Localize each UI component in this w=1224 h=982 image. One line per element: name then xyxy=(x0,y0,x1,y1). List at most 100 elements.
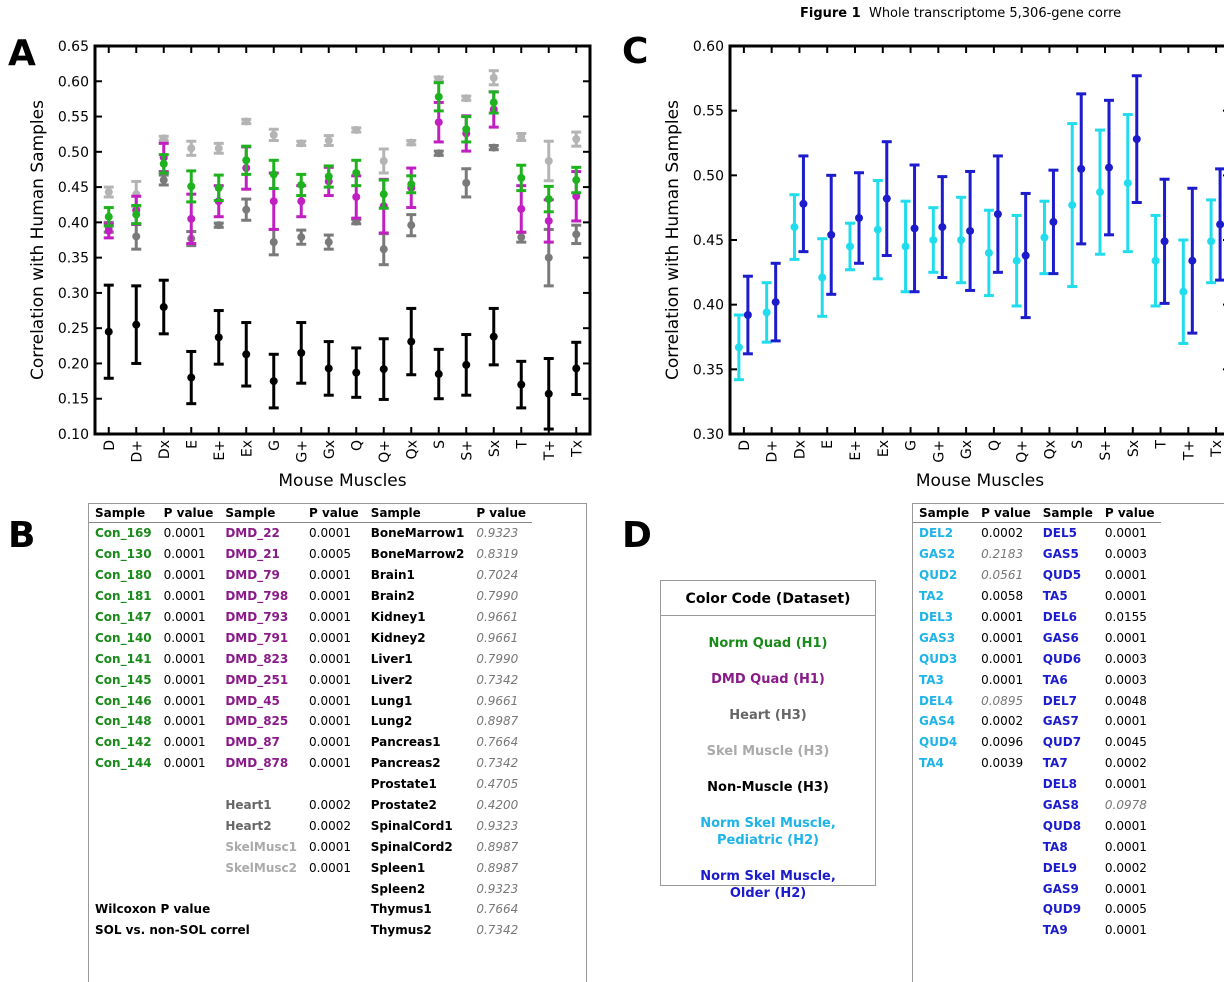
chart-a-ytick-label: 0.20 xyxy=(58,356,89,372)
table-b-row: Heart1 0.0002 Prostate2 0.4200 xyxy=(89,795,532,816)
table-b-cell: 0.7342 xyxy=(476,923,519,938)
table-b-header-cell: Sample xyxy=(364,504,471,523)
table-d-cell xyxy=(913,857,975,878)
chart-a-xtick-label: Tx xyxy=(569,440,585,458)
table-d-cell: QUD4 xyxy=(919,735,958,750)
table-b-cell: Lung1 xyxy=(370,693,413,708)
chart-a-ytick-label: 0.60 xyxy=(58,74,89,90)
table-b-header-cell: P value xyxy=(470,504,533,523)
chart-a-xtick-label: S xyxy=(432,440,448,449)
chart-a-ytick-label: 0.10 xyxy=(58,427,89,443)
chart-a-point xyxy=(544,216,553,225)
chart-c-point xyxy=(1096,188,1104,197)
chart-c-point xyxy=(818,273,827,282)
chart-c-point xyxy=(790,223,799,232)
chart-a-point xyxy=(572,135,581,144)
chart-c-point xyxy=(910,224,919,233)
table-b-cell xyxy=(89,774,158,795)
table-d-cell: GAS2 xyxy=(919,547,956,562)
panel-letter-a: A xyxy=(8,33,36,74)
chart-c-point xyxy=(771,298,780,307)
chart-a-ytick-label: 0.35 xyxy=(58,251,89,267)
table-d-cell: 0.0058 xyxy=(981,589,1024,604)
table-d-row: QUD4 0.0096 QUD7 0.0045 xyxy=(913,732,1161,753)
chart-a-xtick-label: E xyxy=(184,440,200,449)
table-d-cell: 0.0561 xyxy=(981,568,1024,583)
table-d-row: GAS8 0.0978 xyxy=(913,795,1161,816)
table-b-cell: DMD_823 xyxy=(225,651,289,666)
table-d-header-cell: Sample xyxy=(1036,504,1099,523)
table-b-cell: 0.9661 xyxy=(476,693,519,708)
table-d-cell: DEL8 xyxy=(1042,777,1077,792)
table-d-cell: GAS9 xyxy=(1042,881,1079,896)
table-b-cell: 0.0002 xyxy=(309,818,351,833)
table-b-row: Wilcoxon P value Thymus1 0.7664 xyxy=(89,899,532,920)
table-b-cell: BoneMarrow2 xyxy=(370,547,465,562)
chart-c-point xyxy=(734,343,743,352)
table-b-cell: Prostate1 xyxy=(370,777,437,792)
chart-c-xtick-label: Q xyxy=(987,440,1003,451)
table-b-cell: Thymus2 xyxy=(370,923,432,938)
table-d-cell: GAS6 xyxy=(1042,630,1079,645)
chart-a-point xyxy=(462,178,471,187)
table-d-cell xyxy=(975,836,1037,857)
table-d-cell xyxy=(913,815,975,836)
table-b-cell: 0.0001 xyxy=(309,610,351,624)
chart-a-point xyxy=(297,348,306,357)
table-d-cell: 0.0001 xyxy=(1104,881,1147,896)
chart-a-point xyxy=(104,226,113,235)
table-d-cell: TA5 xyxy=(1042,589,1068,604)
chart-c-point xyxy=(1049,217,1058,226)
table-d-cell: DEL4 xyxy=(919,693,954,708)
table-d-cell: QUD2 xyxy=(919,568,958,583)
chart-a-series-0 xyxy=(103,69,582,209)
table-b-cell: 0.0001 xyxy=(163,651,206,666)
chart-a-point xyxy=(462,360,471,369)
table-b-cell: Con_144 xyxy=(95,756,152,771)
table-b-cell xyxy=(89,795,158,816)
chart-a-xtick-label: T+ xyxy=(542,440,558,461)
chart-c-xtick-label: E xyxy=(820,440,836,449)
chart-a-xtick-label: Ex xyxy=(239,440,255,457)
table-b-cell: SpinalCord2 xyxy=(370,839,453,854)
chart-a-point xyxy=(544,253,553,262)
table-b-cell: 0.7990 xyxy=(476,589,519,604)
chart-a-point xyxy=(462,125,471,134)
table-d-cell: 0.0003 xyxy=(1104,672,1147,687)
table-d-cell: TA6 xyxy=(1042,672,1068,687)
table-d-row: TA4 0.0039 TA7 0.0002 xyxy=(913,753,1161,774)
table-d-cell xyxy=(975,795,1037,816)
table-d-cell: TA8 xyxy=(1042,839,1068,854)
chart-a-xtick-label: Dx xyxy=(157,440,173,459)
chart-c-point xyxy=(1012,256,1021,265)
table-b-cell: DMD_251 xyxy=(225,672,289,687)
table-b-cell: 0.9661 xyxy=(476,630,519,645)
chart-a-series-4 xyxy=(103,278,582,431)
chart-c-ylabel: Correlation with Human Samples xyxy=(663,100,683,380)
chart-a-point xyxy=(379,190,388,199)
chart-a-xtick-label: T xyxy=(514,440,530,450)
chart-a: 0.10 0.15 0.20 0.25 0.30 0.35 0.40 0.45 0.50 0.55… xyxy=(28,39,592,490)
table-b-cell xyxy=(158,857,220,878)
legend-item: Heart (H3) xyxy=(729,708,807,723)
table-b-cell: Con_169 xyxy=(95,526,152,541)
chart-a-point xyxy=(324,238,333,247)
chart-a-point xyxy=(434,75,443,84)
table-d-cell xyxy=(975,774,1037,795)
table-b-row: Con_144 0.0001 DMD_878 0.0001 Pancreas2 0.734… xyxy=(89,753,532,774)
table-d-cell: GAS8 xyxy=(1042,798,1079,813)
chart-c-point xyxy=(1021,251,1030,260)
table-d-row: GAS4 0.0002 GAS7 0.0001 xyxy=(913,711,1161,732)
table-d-cell: DEL2 xyxy=(919,526,954,541)
chart-a-xtick-label: Q+ xyxy=(377,440,393,463)
chart-a-xtick-label: Gx xyxy=(322,440,338,459)
table-b-cell: 0.7342 xyxy=(476,672,519,687)
chart-a-frame xyxy=(93,44,592,436)
table-b-header-cell: Sample xyxy=(219,504,303,523)
chart-a-point xyxy=(214,221,223,230)
table-b-cell: 0.0001 xyxy=(309,839,351,854)
chart-a-point xyxy=(132,232,141,241)
chart-a-point xyxy=(297,197,306,206)
table-d-cell xyxy=(975,815,1037,836)
table-b-cell: 0.0001 xyxy=(163,630,206,645)
